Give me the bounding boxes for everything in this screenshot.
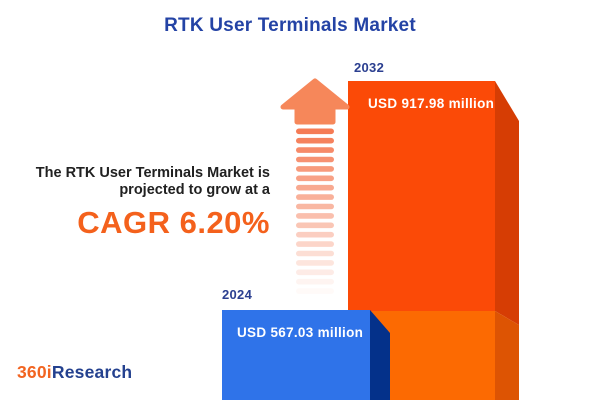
bar-2024-face	[222, 310, 370, 400]
bar-2032-side-top	[495, 81, 519, 325]
annotation-line-2: projected to grow at a	[119, 181, 270, 198]
arrow-dash	[296, 260, 334, 266]
brand-logo: 360iResearch	[17, 362, 132, 383]
chart-title: RTK User Terminals Market	[164, 15, 416, 36]
arrow-dash	[296, 241, 334, 247]
arrow-dash	[296, 269, 334, 276]
arrow-dash	[296, 250, 334, 257]
arrow-dash	[296, 288, 334, 294]
arrow-dash	[296, 231, 334, 238]
brand-logo-prefix: 360i	[17, 362, 52, 382]
brand-logo-suffix: Research	[51, 362, 133, 382]
arrow-dash	[296, 203, 334, 210]
cagr-value: CAGR 6.20%	[77, 205, 270, 241]
growth-arrow	[280, 78, 350, 294]
arrow-dash	[296, 213, 334, 219]
arrow-dash	[296, 166, 334, 172]
arrow-dash	[296, 278, 334, 285]
year-label-2032: 2032	[354, 60, 385, 75]
bar-2032-side-bottom	[495, 311, 519, 400]
arrow-dash	[296, 222, 334, 229]
arrow-dash	[296, 147, 334, 153]
arrow-dash	[296, 175, 334, 182]
arrow-dash	[296, 156, 334, 163]
arrow-shaft-dashes	[296, 128, 334, 294]
value-label-2032: USD 917.98 million	[368, 96, 495, 111]
growth-arrow-head	[280, 78, 350, 125]
bar-2024	[222, 310, 390, 400]
arrow-dash	[296, 128, 334, 135]
bar-2024-side	[370, 310, 390, 400]
growth-annotation: The RTK User Terminals Market is project…	[20, 165, 270, 241]
arrow-dash	[296, 194, 334, 200]
year-label-2024: 2024	[222, 287, 253, 302]
bar-2032	[348, 81, 519, 400]
annotation-line-1: The RTK User Terminals Market is	[35, 165, 270, 181]
bar-2032-face-top	[348, 81, 495, 311]
arrow-dash	[296, 137, 334, 144]
value-label-2024: USD 567.03 million	[237, 325, 364, 340]
arrow-dash	[296, 184, 334, 191]
